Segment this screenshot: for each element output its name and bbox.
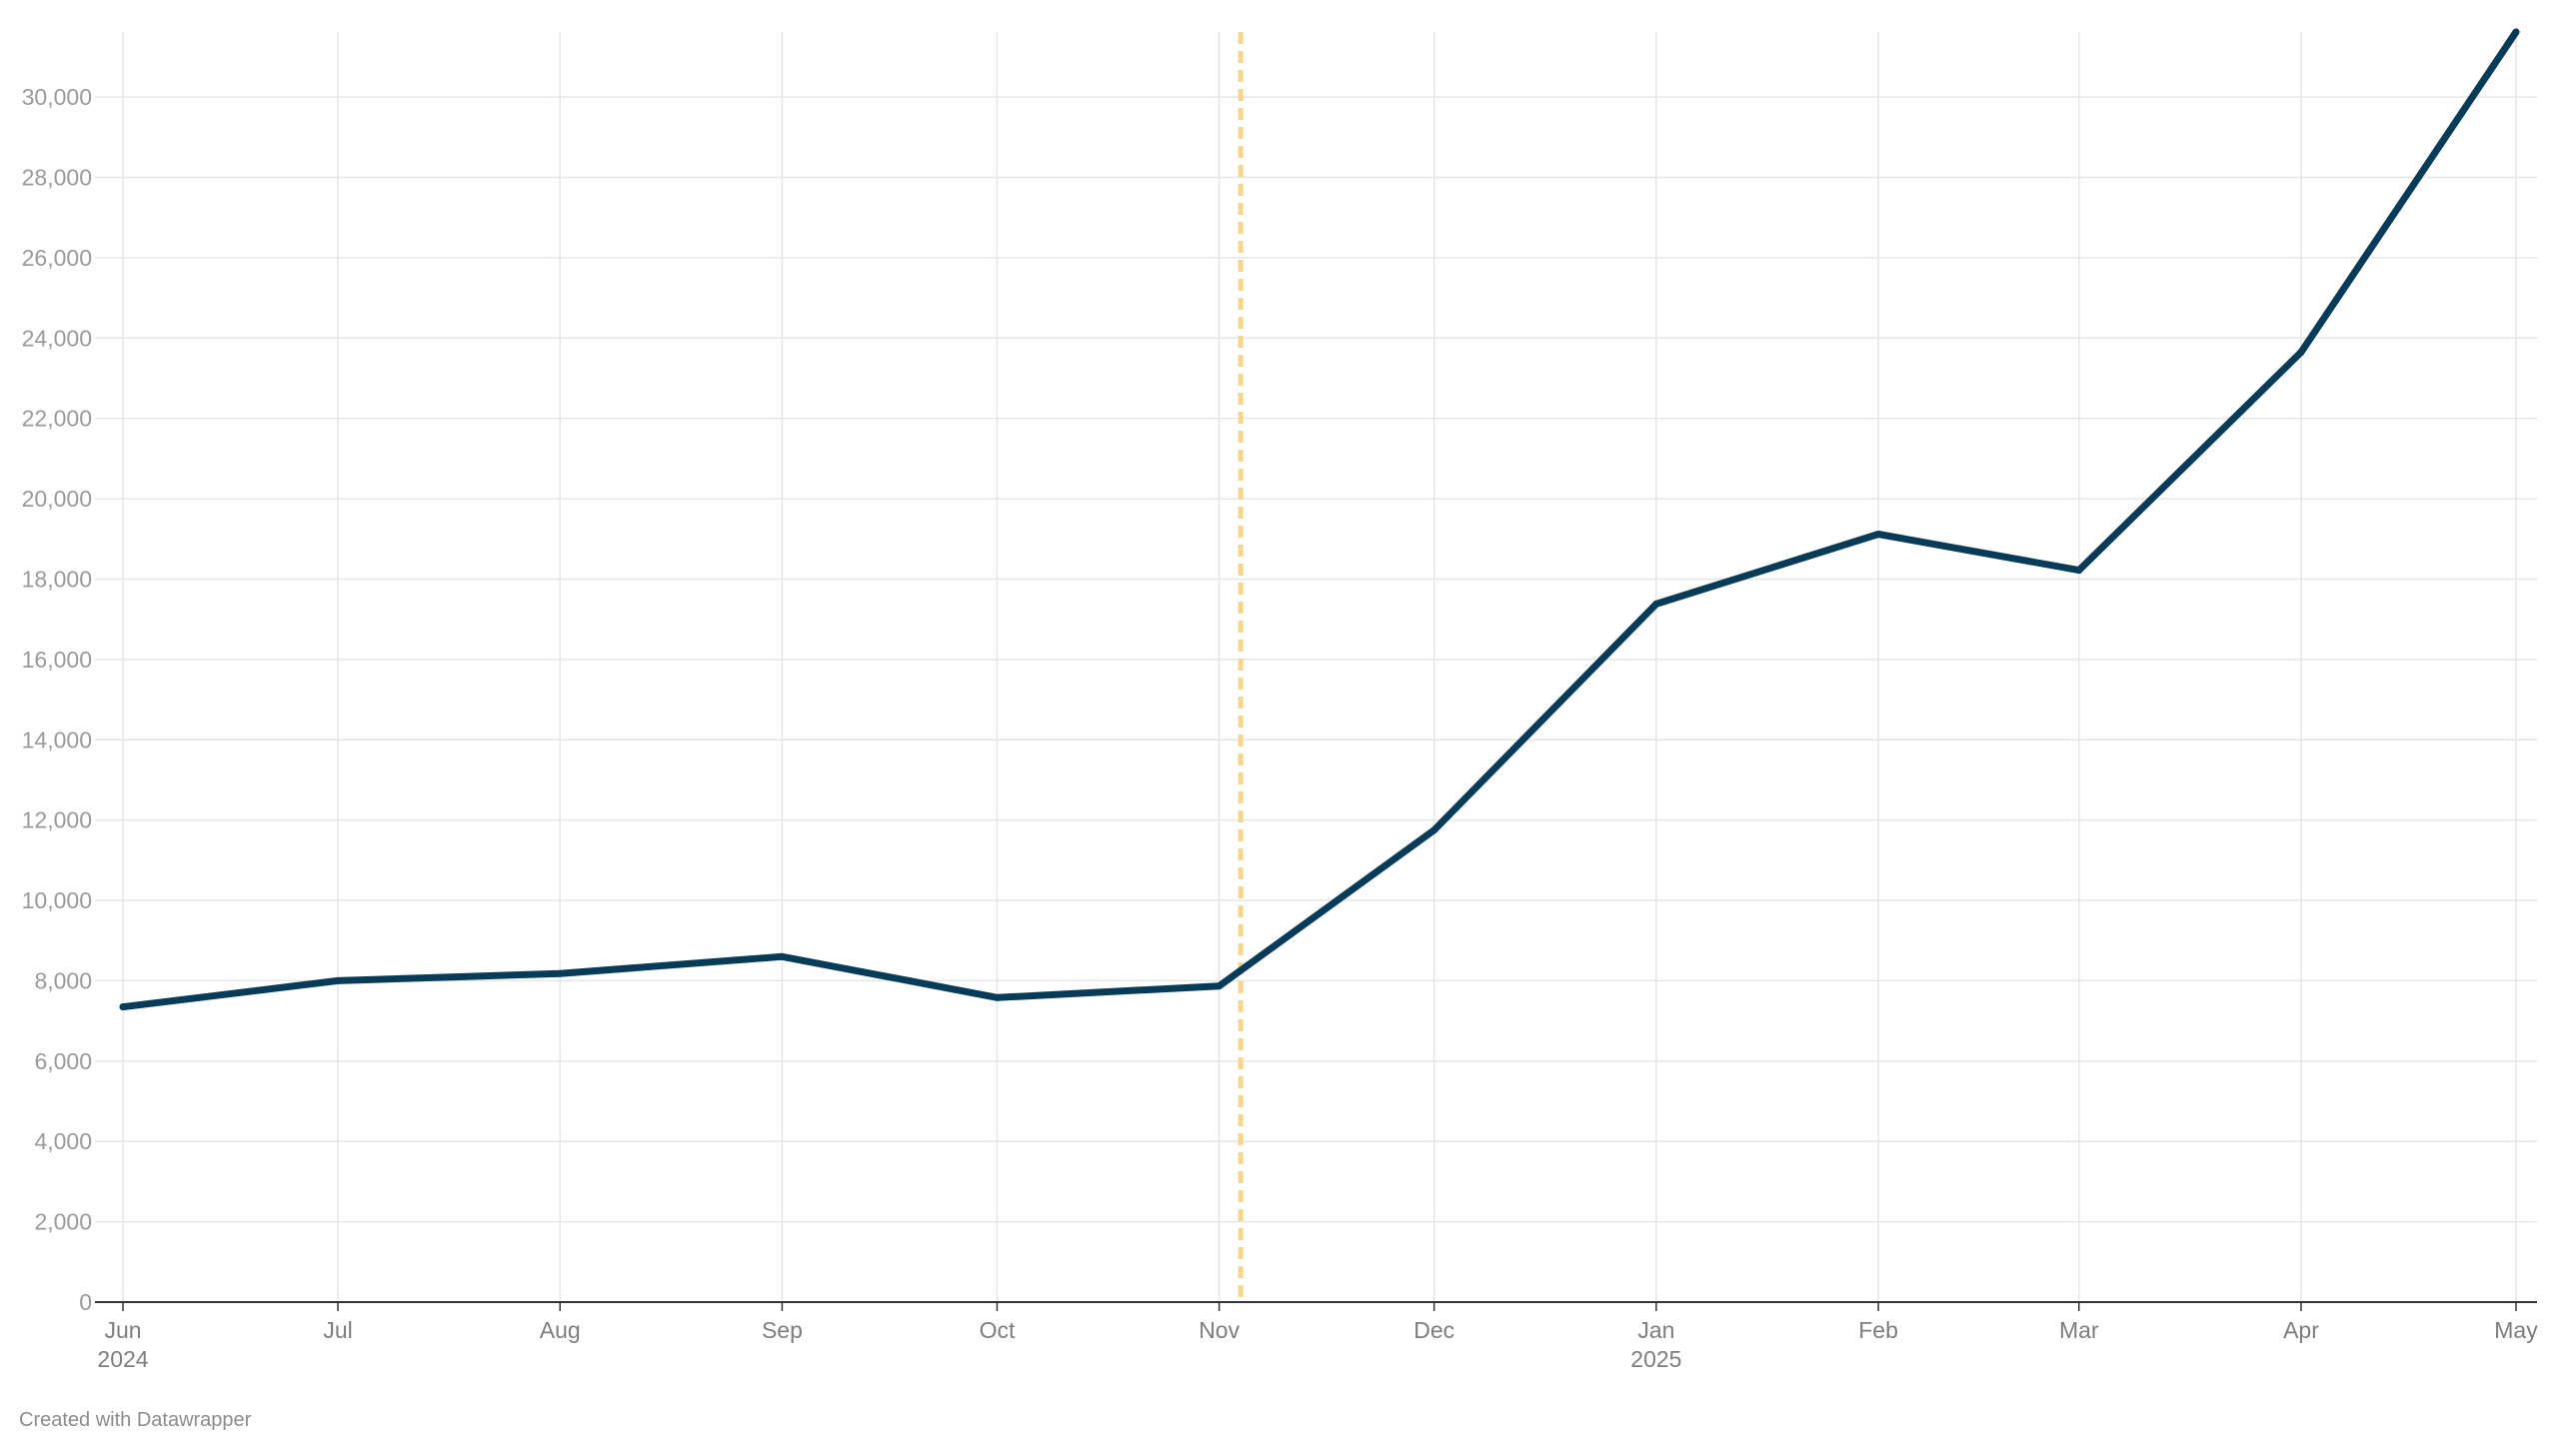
data-point xyxy=(993,993,1001,1001)
y-tick-label: 6,000 xyxy=(34,1048,92,1074)
y-tick-label: 14,000 xyxy=(22,727,92,752)
series-line xyxy=(119,28,2520,1011)
x-tick-label: Sep xyxy=(762,1317,803,1343)
y-tick-label: 28,000 xyxy=(22,165,92,191)
data-point xyxy=(1216,982,1224,990)
data-point xyxy=(119,1003,127,1011)
data-point xyxy=(2512,28,2520,36)
data-point xyxy=(1652,600,1660,608)
x-tick-label: May xyxy=(2494,1317,2538,1343)
y-tick-label: 2,000 xyxy=(34,1209,92,1235)
data-point xyxy=(556,969,564,977)
y-axis-tick-labels: 0 2,000 4,000 6,000 8,000 10,000 12,000 14,000 1… xyxy=(22,84,92,1315)
x-tick-label: Oct xyxy=(980,1317,1016,1343)
x-tick-label: Jun xyxy=(104,1317,141,1343)
x-tick-label: Aug xyxy=(540,1317,581,1343)
y-tick-label: 4,000 xyxy=(34,1128,92,1154)
y-tick-label: 0 xyxy=(79,1289,92,1315)
y-tick-label: 8,000 xyxy=(34,967,92,993)
data-point xyxy=(2075,567,2083,575)
y-tick-label: 16,000 xyxy=(22,647,92,673)
data-point xyxy=(1430,826,1438,834)
data-point xyxy=(2297,348,2305,356)
x-axis-tick-labels: Jun 2024 Jul Aug Sep Oct Nov Dec Jan 2025 Feb Mar Ap… xyxy=(97,1317,2538,1372)
y-tick-label: 22,000 xyxy=(22,406,92,432)
x-tick-label: Nov xyxy=(1199,1317,1240,1343)
y-tick-label: 18,000 xyxy=(22,566,92,592)
x-tick-label: Feb xyxy=(1858,1317,1898,1343)
y-gridlines xyxy=(95,96,2537,1223)
y-tick-label: 30,000 xyxy=(22,84,92,110)
y-tick-label: 12,000 xyxy=(22,807,92,833)
x-tick-label: Mar xyxy=(2059,1317,2099,1343)
y-tick-label: 10,000 xyxy=(22,887,92,913)
x-tick-label: Apr xyxy=(2283,1317,2319,1343)
x-tick-label: Jan xyxy=(1637,1317,1674,1343)
data-point xyxy=(778,952,786,960)
x-tick-year-label: 2025 xyxy=(1630,1346,1681,1372)
data-point xyxy=(1874,530,1882,538)
x-tick-year-label: 2024 xyxy=(97,1346,148,1372)
x-tick-label: Dec xyxy=(1413,1317,1454,1343)
credit-text: Created with Datawrapper xyxy=(19,1409,252,1431)
y-tick-label: 20,000 xyxy=(22,486,92,512)
x-gridlines xyxy=(122,32,2517,1311)
x-tick-label: Jul xyxy=(323,1317,352,1343)
y-tick-label: 26,000 xyxy=(22,245,92,271)
y-tick-label: 24,000 xyxy=(22,325,92,351)
data-point xyxy=(334,976,342,984)
